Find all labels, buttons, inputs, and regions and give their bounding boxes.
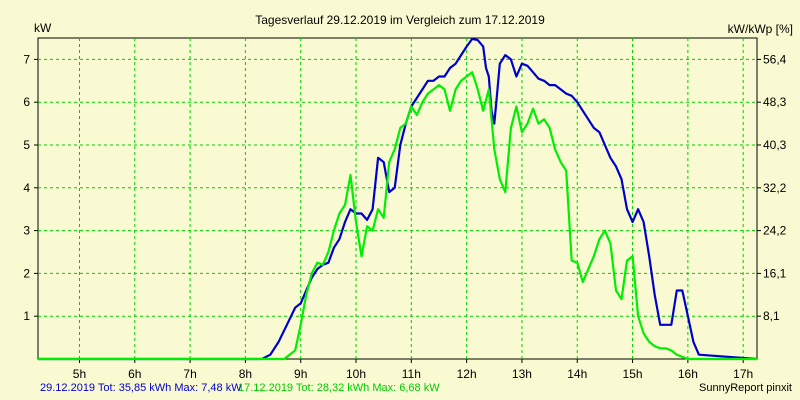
series-layer: [38, 37, 758, 361]
x-tick-label: 6h: [128, 367, 141, 381]
x-tick-label: 12h: [457, 367, 477, 381]
x-tick-label: 10h: [346, 367, 366, 381]
x-tick-label: 17h: [733, 367, 753, 381]
series-line-1: [38, 37, 758, 361]
plot-area: [37, 37, 758, 360]
y-right-tick-label: 56,4: [763, 52, 787, 66]
axis-ticks: 5h 6h 7h 8h 9h 10h 11h 12h 13h 14h 15h 16h 17h 1 8,1 2 1…: [23, 52, 786, 381]
y-right-tick-label: 8,1: [763, 309, 780, 323]
x-tick-label: 14h: [567, 367, 587, 381]
grid: [38, 38, 757, 359]
footer-credit: SunnyReport pinxit: [699, 382, 792, 394]
x-tick-label: 5h: [73, 367, 86, 381]
y-right-tick-label: 40,3: [763, 138, 787, 152]
y-left-tick-label: 3: [23, 224, 30, 238]
series-line-2: [38, 71, 757, 361]
y-right-unit: kW/kWp [%]: [728, 22, 793, 36]
x-tick-label: 16h: [678, 367, 698, 381]
y-left-tick-label: 1: [23, 309, 30, 323]
footer-series-2-summary: 17.12.2019 Tot: 28,32 kWh Max: 6,68 kW: [238, 382, 440, 394]
y-right-tick-label: 16,1: [763, 266, 787, 280]
y-left-tick-label: 5: [23, 138, 30, 152]
x-tick-label: 7h: [183, 367, 196, 381]
x-tick-label: 8h: [239, 367, 252, 381]
x-tick-label: 15h: [623, 367, 643, 381]
y-left-tick-label: 2: [23, 266, 30, 280]
x-tick-label: 11h: [402, 367, 421, 381]
y-right-tick-label: 48,3: [763, 95, 787, 109]
y-right-tick-label: 32,2: [763, 181, 787, 195]
y-right-tick-label: 24,2: [763, 224, 787, 238]
y-left-tick-label: 4: [23, 181, 30, 195]
footer-series-1-summary: 29.12.2019 Tot: 35,85 kWh Max: 7,48 kW: [40, 382, 242, 394]
chart-title: Tagesverlauf 29.12.2019 im Vergleich zum…: [255, 13, 545, 27]
y-left-tick-label: 6: [23, 95, 30, 109]
x-tick-label: 13h: [512, 367, 532, 381]
y-left-tick-label: 7: [23, 52, 30, 66]
y-left-unit: kW: [34, 21, 52, 35]
x-tick-label: 9h: [294, 367, 307, 381]
